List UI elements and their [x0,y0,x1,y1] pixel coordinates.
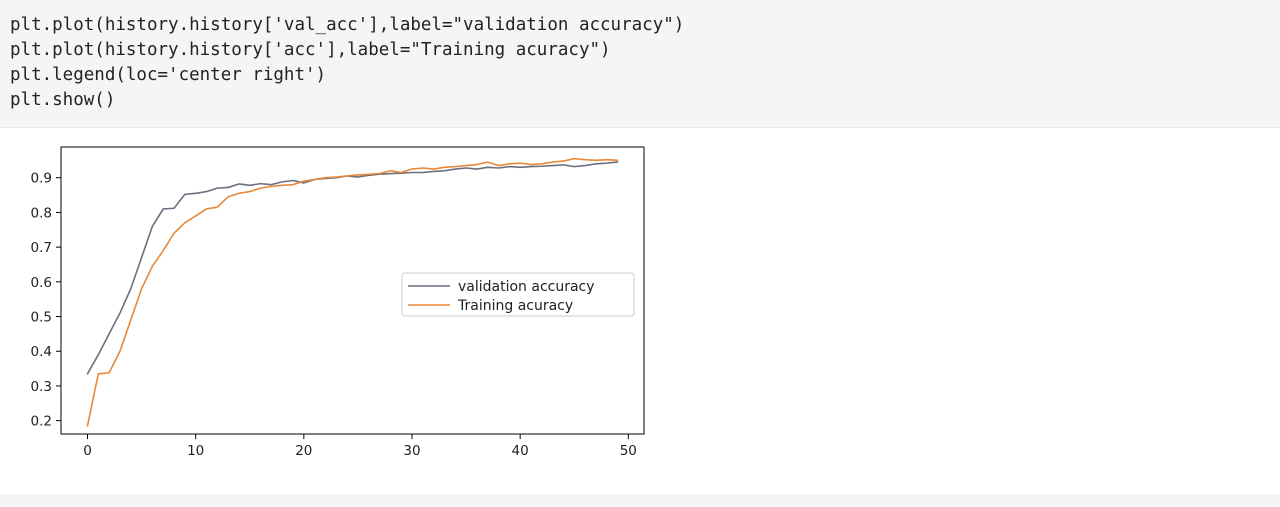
y-tick-label: 0.9 [31,171,52,187]
y-tick-label: 0.6 [31,275,52,291]
legend-box [401,272,635,317]
cell-output: 0 10 20 30 40 50 0.2 0.3 0.4 0.5 0.6 0.7 0.8 0.9 vali… [0,128,1280,494]
chart-legend: validation accuracy Training acuracy [401,272,635,317]
accuracy-line-chart: 0 10 20 30 40 50 0.2 0.3 0.4 0.5 0.6 0.7 0.8 0.9 vali… [31,146,645,459]
code-line[interactable]: plt.plot(history.history['val_acc'],labe… [10,15,685,35]
code-line[interactable]: plt.legend(loc='center right') [10,65,327,85]
series-line-training-accuracy [86,157,619,427]
y-tick-label: 0.5 [31,310,52,326]
x-tick-label: 40 [512,443,529,459]
x-tick-label: 50 [620,443,637,459]
legend-label: Training acuracy [457,298,573,314]
axes-layer: 0 10 20 30 40 50 0.2 0.3 0.4 0.5 0.6 0.7 0.8 0.9 [31,146,645,459]
x-tick-label: 0 [83,443,92,459]
code-cell[interactable]: plt.plot(history.history['val_acc'],labe… [0,0,1280,128]
plot-frame [60,146,645,435]
next-code-cell[interactable] [0,494,1280,507]
y-tick-label: 0.3 [31,379,52,395]
y-tick-label: 0.7 [31,240,52,256]
code-line[interactable]: plt.show() [10,90,116,110]
x-tick-label: 30 [403,443,420,459]
series-layer [86,157,619,427]
y-tick-label: 0.2 [31,414,52,430]
x-tick-label: 20 [295,443,312,459]
y-tick-label: 0.4 [31,344,52,360]
x-tick-label: 10 [187,443,204,459]
series-line-validation-accuracy [86,161,619,375]
y-tick-label: 0.8 [31,205,52,221]
code-line[interactable]: plt.plot(history.history['acc'],label="T… [10,40,611,60]
code-editor[interactable]: plt.plot(history.history['val_acc'],labe… [0,0,1280,113]
legend-label: validation accuracy [458,279,595,295]
